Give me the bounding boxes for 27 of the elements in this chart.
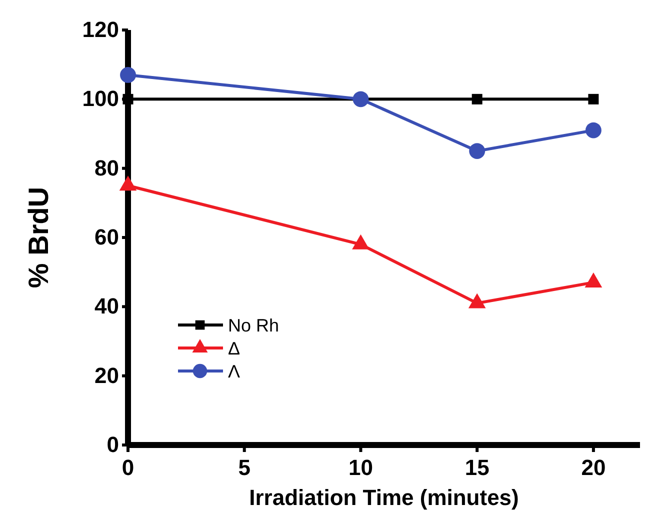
y-tick-label: 100 bbox=[82, 86, 119, 112]
y-tick-label: 120 bbox=[82, 17, 119, 42]
x-tick-label: 10 bbox=[348, 454, 373, 480]
point bbox=[119, 176, 137, 191]
point bbox=[588, 94, 599, 104]
point bbox=[469, 143, 486, 160]
legend-label: Λ bbox=[228, 361, 240, 382]
point bbox=[352, 234, 370, 250]
y-tick-label: 80 bbox=[94, 155, 119, 180]
legend-label: No Rh bbox=[228, 315, 280, 336]
point bbox=[120, 66, 136, 83]
point bbox=[585, 122, 602, 138]
x-tick-label: 20 bbox=[581, 454, 606, 480]
point bbox=[468, 293, 486, 308]
y-tick-label: 40 bbox=[94, 294, 119, 319]
y-tick-label: 20 bbox=[94, 362, 119, 388]
x-axis-title: Irradiation Time (minutes) bbox=[249, 485, 519, 510]
x-tick-label: 15 bbox=[464, 454, 490, 480]
y-tick-label: 60 bbox=[94, 224, 119, 250]
point bbox=[352, 91, 369, 108]
y-tick-label: 0 bbox=[106, 432, 119, 458]
point bbox=[472, 94, 482, 104]
y-axis-title: % BrdU bbox=[23, 186, 54, 288]
x-tick-label: 0 bbox=[122, 454, 134, 480]
x-tick-label: 5 bbox=[238, 454, 250, 480]
point bbox=[584, 272, 602, 288]
legend-label: Δ bbox=[228, 338, 240, 358]
